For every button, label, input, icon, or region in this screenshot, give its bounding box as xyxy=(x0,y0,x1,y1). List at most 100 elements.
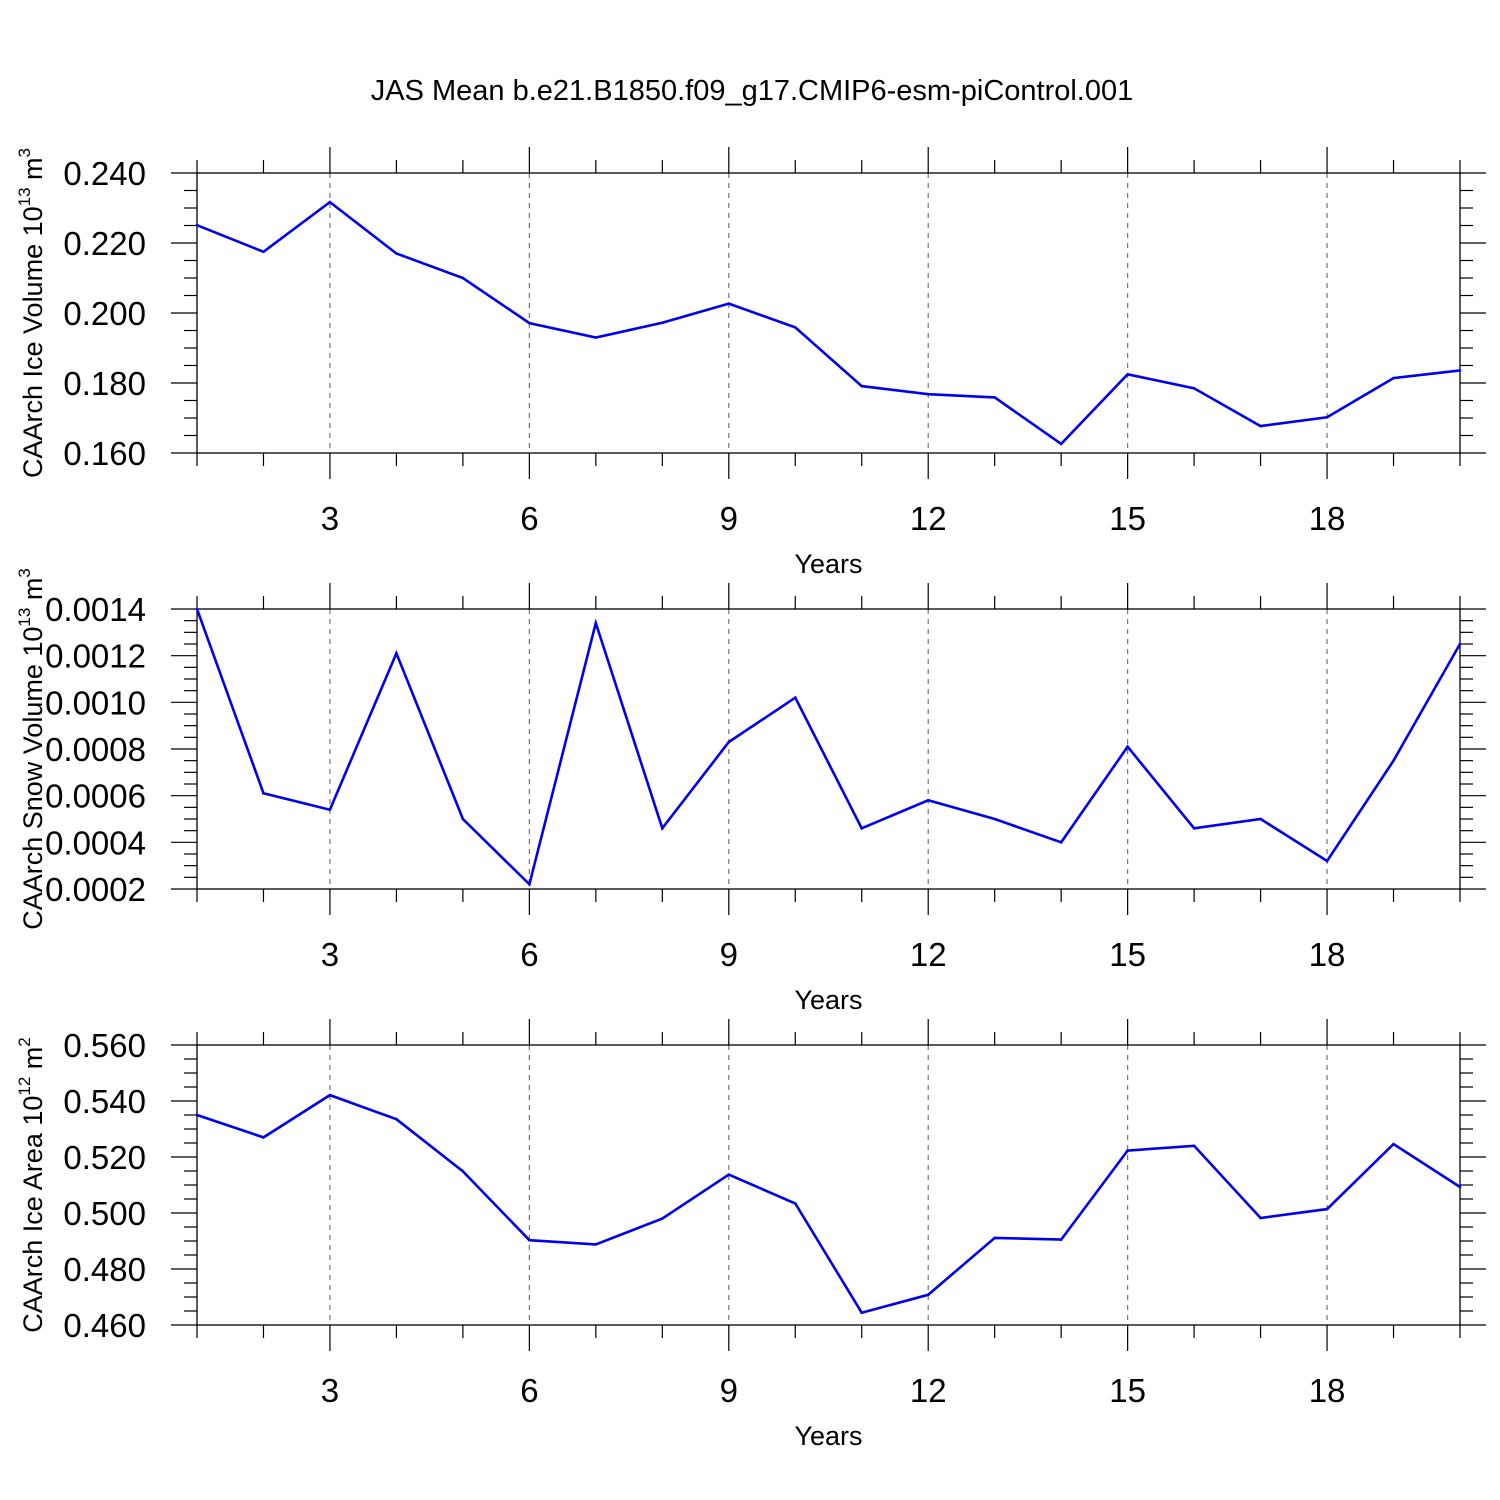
x-axis-label: Years xyxy=(794,1421,862,1451)
data-point xyxy=(793,1202,797,1205)
panel-1: 3 6 9 12 15 18 0.160 0.180 0.200 0.220 0.240 Years C… xyxy=(15,147,1486,579)
y-axis-label: CAArch Ice Area 1012 m2 xyxy=(15,1037,48,1333)
y-tick-label: 0.0002 xyxy=(45,871,146,908)
x-tick-label: 9 xyxy=(720,500,738,537)
data-point xyxy=(1259,424,1262,428)
data-point xyxy=(1059,1238,1063,1241)
data-point xyxy=(1259,1216,1262,1220)
data-point xyxy=(1392,759,1395,762)
x-axis-label: Years xyxy=(794,549,862,579)
y-tick-label: 0.0012 xyxy=(45,638,146,675)
y-tick-label: 0.0010 xyxy=(45,684,146,721)
y-tick-label: 0.180 xyxy=(63,365,146,402)
data-point xyxy=(395,252,398,255)
data-point xyxy=(328,200,332,204)
data-point xyxy=(195,607,199,611)
data-point xyxy=(926,799,930,802)
data-point xyxy=(262,792,265,795)
data-point xyxy=(1126,372,1129,376)
data-point xyxy=(461,817,465,821)
x-tick-label: 9 xyxy=(720,936,738,973)
data-point xyxy=(461,276,465,280)
data-point xyxy=(395,652,398,655)
data-point xyxy=(1458,642,1462,646)
data-point xyxy=(1325,1207,1329,1211)
data-point xyxy=(461,1169,465,1173)
data-point xyxy=(661,827,664,830)
y-axis-label-unit-text: m xyxy=(18,578,48,608)
data-point xyxy=(993,817,996,821)
data-point xyxy=(926,392,930,396)
y-tick-label: 0.520 xyxy=(63,1139,146,1176)
y-axis-label-text: CAArch Ice Area 10 xyxy=(18,1096,48,1333)
data-point xyxy=(1192,386,1196,390)
data-point xyxy=(1392,376,1395,380)
y-tick-label: 0.200 xyxy=(63,295,146,332)
data-point xyxy=(528,1238,531,1242)
y-tick-label: 0.220 xyxy=(63,225,146,262)
data-point xyxy=(860,827,864,830)
y-tick-label: 0.240 xyxy=(63,155,146,192)
y-tick-label: 0.480 xyxy=(63,1251,146,1288)
x-tick-label: 6 xyxy=(520,936,538,973)
x-tick-label: 9 xyxy=(720,1372,738,1409)
plot-frame xyxy=(196,172,1461,454)
series-line xyxy=(195,608,1462,887)
data-point xyxy=(1458,369,1462,372)
data-point xyxy=(1126,745,1129,748)
panels: 3 6 9 12 15 18 0.160 0.180 0.200 0.220 0.240 Years C… xyxy=(15,147,1486,1451)
y-tick-label: 0.0008 xyxy=(45,731,146,768)
data-point xyxy=(1059,841,1063,844)
data-point xyxy=(328,1093,332,1097)
data-point xyxy=(1259,817,1262,821)
data-point xyxy=(926,1293,930,1297)
data-point xyxy=(860,1311,864,1314)
data-point xyxy=(1192,1144,1196,1148)
plot-frame xyxy=(196,608,1461,890)
data-point xyxy=(1325,859,1329,863)
data-point xyxy=(528,883,531,886)
data-point xyxy=(195,223,199,227)
y-axis-label-exponent: 13 xyxy=(15,187,34,206)
data-point xyxy=(993,396,996,399)
data-point xyxy=(262,250,265,254)
y-axis-label-unit-text: m xyxy=(18,157,48,187)
data-point xyxy=(1126,1149,1129,1152)
y-tick-label: 0.540 xyxy=(63,1083,146,1120)
x-tick-label: 15 xyxy=(1109,936,1146,973)
x-tick-label: 12 xyxy=(910,936,947,973)
data-point xyxy=(661,321,664,325)
plot-frame xyxy=(196,1044,1461,1326)
y-axis-label-unit-exponent: 3 xyxy=(15,568,34,577)
data-point xyxy=(727,302,731,305)
y-tick-label: 0.0004 xyxy=(45,824,146,861)
panel-3: 3 6 9 12 15 18 0.460 0.480 0.500 0.520 0.540 0.560 Y… xyxy=(15,1019,1486,1451)
data-point xyxy=(594,336,598,339)
data-point xyxy=(993,1236,996,1240)
data-point xyxy=(727,1173,731,1176)
x-tick-label: 12 xyxy=(910,500,947,537)
y-axis-label-text: CAArch Ice Volume 10 xyxy=(18,206,48,478)
x-tick-label: 15 xyxy=(1109,500,1146,537)
y-tick-label: 0.0014 xyxy=(45,591,146,628)
y-axis-label-exponent: 13 xyxy=(15,608,34,627)
data-point xyxy=(1458,1185,1462,1189)
data-point xyxy=(594,621,598,625)
data-point xyxy=(793,326,797,329)
y-axis-label: CAArch Ice Volume 1013 m3 xyxy=(15,148,48,478)
series-line xyxy=(196,200,1461,446)
data-point xyxy=(793,696,797,699)
figure-title: JAS Mean b.e21.B1850.f09_g17.CMIP6-esm-p… xyxy=(371,75,1134,107)
y-axis-label-unit-text: m xyxy=(18,1047,48,1077)
data-point xyxy=(727,740,731,744)
x-axis-label: Years xyxy=(794,985,862,1015)
y-axis-label-unit-exponent: 2 xyxy=(15,1037,34,1046)
y-tick-label: 0.500 xyxy=(63,1195,146,1232)
y-tick-label: 0.160 xyxy=(63,435,146,472)
y-tick-label: 0.460 xyxy=(63,1307,146,1344)
panel-2: 3 6 9 12 15 18 0.0002 0.0004 0.0006 0.0008 0.0010 0… xyxy=(15,568,1486,1015)
data-point xyxy=(594,1243,598,1246)
data-point xyxy=(328,808,332,811)
x-tick-label: 6 xyxy=(520,1372,538,1409)
